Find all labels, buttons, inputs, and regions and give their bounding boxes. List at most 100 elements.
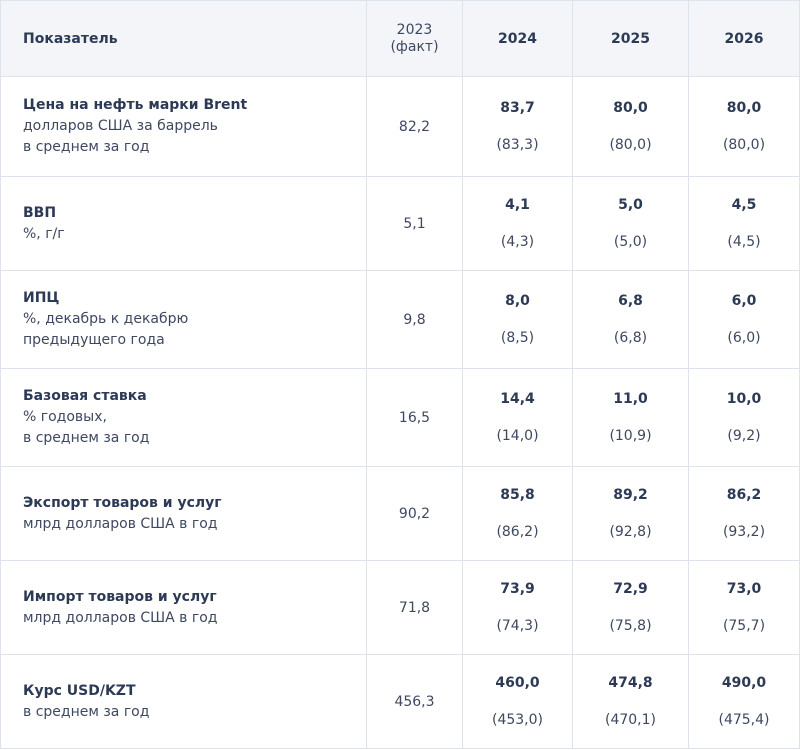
table-row-usd-kzt: Курс USD/KZT в среднем за год 456,3 460,… [0,654,800,749]
forecast-2024: 4,1 (4,3) [462,176,573,271]
row-label: Экспорт товаров и услуг млрд долларов СШ… [0,466,367,561]
forecast-2025: 474,8 (470,1) [572,654,689,749]
forecast-value: 73,0 [726,581,762,597]
forecast-value: 14,4 [500,391,535,407]
forecast-value: 10,0 [726,391,762,407]
previous-forecast: (75,8) [609,618,652,634]
forecast-value: 73,9 [500,581,535,597]
previous-forecast: (80,0) [609,137,652,153]
forecast-2025: 80,0 (80,0) [572,76,689,177]
table-row-brent: Цена на нефть марки Brent долларов США з… [0,76,800,177]
forecast-value: 80,0 [726,100,762,116]
header-indicator: Показатель [0,0,367,77]
forecast-value: 490,0 [721,675,767,691]
table-row-import: Импорт товаров и услуг млрд долларов США… [0,560,800,655]
forecast-value: 83,7 [500,100,535,116]
table-row-gdp: ВВП %, г/г 5,1 4,1 (4,3) 5,0 (5,0) 4,5 (… [0,176,800,271]
table-header-row: Показатель 2023 (факт) 2024 2025 2026 [0,0,800,77]
fact-value: 456,3 [366,654,463,749]
fact-value: 82,2 [366,76,463,177]
fact-value: 5,1 [366,176,463,271]
row-desc: в среднем за год [23,139,150,155]
row-label: Курс USD/KZT в среднем за год [0,654,367,749]
row-title: ИПЦ [23,290,60,306]
forecast-2025: 11,0 (10,9) [572,368,689,467]
row-title: Базовая ставка [23,388,147,404]
forecast-value: 4,5 [731,197,757,213]
forecast-2024: 73,9 (74,3) [462,560,573,655]
previous-forecast: (4,3) [500,234,535,250]
forecast-2026: 6,0 (6,0) [688,270,800,369]
previous-forecast: (6,8) [613,330,648,346]
previous-forecast: (470,1) [604,712,656,728]
previous-forecast: (74,3) [496,618,539,634]
row-label: Импорт товаров и услуг млрд долларов США… [0,560,367,655]
previous-forecast: (475,4) [718,712,770,728]
row-label: ИПЦ %, декабрь к декабрю предыдущего год… [0,270,367,369]
header-2025: 2025 [572,0,689,77]
previous-forecast: (9,2) [727,428,761,444]
forecast-value: 8,0 [505,293,530,309]
previous-forecast: (4,5) [727,234,761,250]
row-title: Импорт товаров и услуг [23,588,217,605]
forecast-value: 89,2 [613,487,648,503]
row-desc: %, г/г [23,225,65,242]
forecast-2026: 86,2 (93,2) [688,466,800,561]
previous-forecast: (80,0) [722,137,766,153]
row-title: Экспорт товаров и услуг [23,494,222,511]
forecast-2026: 80,0 (80,0) [688,76,800,177]
forecast-2025: 72,9 (75,8) [572,560,689,655]
row-title: Цена на нефть марки Brent [23,97,248,113]
forecast-2024: 83,7 (83,3) [462,76,573,177]
row-desc: в среднем за год [23,703,150,720]
previous-forecast: (86,2) [496,524,539,540]
forecast-2025: 6,8 (6,8) [572,270,689,369]
forecast-2026: 490,0 (475,4) [688,654,800,749]
table-row-cpi: ИПЦ %, декабрь к декабрю предыдущего год… [0,270,800,369]
fact-value: 16,5 [366,368,463,467]
previous-forecast: (5,0) [613,234,648,250]
row-label: Цена на нефть марки Brent долларов США з… [0,76,367,177]
fact-value: 71,8 [366,560,463,655]
row-desc: в среднем за год [23,430,150,446]
forecast-value: 86,2 [726,487,762,503]
forecast-value: 4,1 [505,197,530,213]
header-2024: 2024 [462,0,573,77]
row-label: ВВП %, г/г [0,176,367,271]
row-title: ВВП [23,204,57,221]
forecast-value: 72,9 [613,581,648,597]
previous-forecast: (14,0) [496,428,539,444]
previous-forecast: (83,3) [496,137,539,153]
row-desc: млрд долларов США в год [23,609,218,626]
table-row-export: Экспорт товаров и услуг млрд долларов СШ… [0,466,800,561]
header-fact-2023: 2023 (факт) [366,0,463,77]
forecast-value: 80,0 [613,100,648,116]
header-2026: 2026 [688,0,800,77]
row-desc: %, декабрь к декабрю [23,311,189,327]
previous-forecast: (6,0) [727,330,761,346]
forecast-2026: 4,5 (4,5) [688,176,800,271]
forecast-2024: 460,0 (453,0) [462,654,573,749]
row-desc: % годовых, [23,409,107,425]
forecast-value: 5,0 [618,197,643,213]
forecast-2025: 5,0 (5,0) [572,176,689,271]
forecast-value: 11,0 [613,391,648,407]
forecast-2026: 73,0 (75,7) [688,560,800,655]
fact-value: 9,8 [366,270,463,369]
row-desc: предыдущего года [23,332,165,348]
table-row-base-rate: Базовая ставка % годовых, в среднем за г… [0,368,800,467]
fact-value: 90,2 [366,466,463,561]
forecast-value: 460,0 [495,675,540,691]
forecast-2026: 10,0 (9,2) [688,368,800,467]
row-title: Курс USD/KZT [23,682,136,699]
forecast-2025: 89,2 (92,8) [572,466,689,561]
forecast-value: 474,8 [608,675,653,691]
forecast-value: 6,0 [731,293,757,309]
forecast-2024: 14,4 (14,0) [462,368,573,467]
previous-forecast: (93,2) [722,524,766,540]
header-fact-year: 2023 [396,21,433,38]
forecast-value: 6,8 [618,293,643,309]
row-desc: млрд долларов США в год [23,515,218,532]
